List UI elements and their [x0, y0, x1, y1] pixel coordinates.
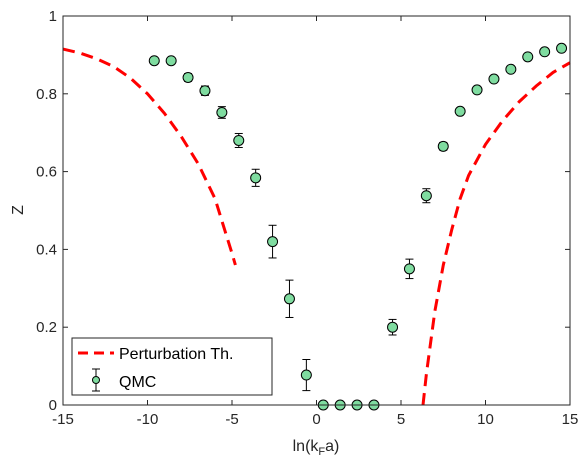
qmc-points	[148, 42, 568, 411]
qmc-point	[488, 73, 500, 85]
qmc-marker	[437, 140, 449, 152]
qmc-marker	[505, 63, 517, 75]
qmc-point	[471, 84, 483, 96]
qmc-marker	[216, 106, 228, 118]
x-axis-label-tail: a)	[325, 438, 339, 455]
y-tick-label: 0.2	[36, 319, 57, 336]
x-tick-label: -10	[137, 411, 159, 428]
x-axis-label-subscript: F	[318, 446, 325, 458]
qmc-marker	[165, 55, 177, 67]
qmc-marker	[420, 190, 432, 202]
x-tick-label: 0	[312, 411, 320, 428]
qmc-point	[283, 279, 295, 318]
x-tick-label: -5	[225, 411, 238, 428]
qmc-marker	[148, 55, 160, 67]
y-tick-label: 0.6	[36, 164, 57, 181]
qmc-point	[403, 258, 415, 280]
qmc-point	[420, 188, 432, 204]
qmc-marker	[267, 236, 279, 248]
qmc-marker	[522, 51, 534, 63]
legend-qmc-marker	[92, 376, 100, 384]
y-tick-label: 1	[49, 8, 57, 25]
x-tick-label: 10	[477, 411, 494, 428]
legend-box	[71, 337, 273, 396]
qmc-point	[182, 71, 194, 83]
tick-labels: -15 -10 -5 0 5 10 15 0 0.2 0.4 0.6 0.8 1	[36, 8, 578, 428]
qmc-marker	[199, 85, 211, 97]
x-tick-label: 5	[397, 411, 405, 428]
legend-perturbation-label: Perturbation Th.	[119, 346, 233, 363]
y-tick-label: 0	[49, 397, 57, 414]
qmc-marker	[539, 46, 551, 58]
qmc-point	[556, 42, 568, 54]
qmc-point	[250, 168, 262, 187]
qmc-marker	[233, 134, 245, 146]
qmc-marker	[300, 369, 312, 381]
qmc-marker	[488, 73, 500, 85]
qmc-point	[454, 105, 466, 117]
qmc-point	[148, 55, 160, 67]
perturbation-curve-segment-1	[62, 47, 237, 266]
qmc-marker	[556, 42, 568, 54]
qmc-point	[165, 55, 177, 67]
y-tick-label: 0.4	[36, 241, 57, 258]
x-tick-label: 15	[562, 411, 579, 428]
x-axis-label-main: ln(k	[293, 438, 320, 455]
x-tick-label: -15	[52, 411, 74, 428]
qmc-marker	[403, 263, 415, 275]
plot-frame	[62, 15, 571, 406]
qmc-marker	[471, 84, 483, 96]
qmc-marker	[250, 172, 262, 184]
x-axis-label: ln(kFa)	[293, 438, 340, 458]
perturbation-curve-segment-2	[421, 61, 571, 406]
legend: Perturbation Th. QMC	[71, 337, 273, 396]
qmc-point	[199, 85, 211, 97]
qmc-point	[233, 132, 245, 148]
qmc-point	[216, 106, 228, 119]
perturbation-curves	[62, 47, 571, 406]
qmc-marker	[387, 321, 399, 333]
qmc-point	[539, 46, 551, 58]
qmc-point	[300, 358, 312, 392]
y-axis-label: Z	[10, 205, 27, 215]
qmc-marker	[182, 71, 194, 83]
qmc-point	[522, 51, 534, 63]
qmc-point	[437, 140, 449, 152]
y-tick-label: 0.8	[36, 86, 57, 103]
qmc-point	[387, 318, 399, 336]
qmc-marker	[283, 293, 295, 305]
qmc-marker	[454, 105, 466, 117]
legend-qmc-label: QMC	[119, 374, 156, 391]
qmc-point	[505, 63, 517, 75]
qmc-point	[267, 224, 279, 259]
